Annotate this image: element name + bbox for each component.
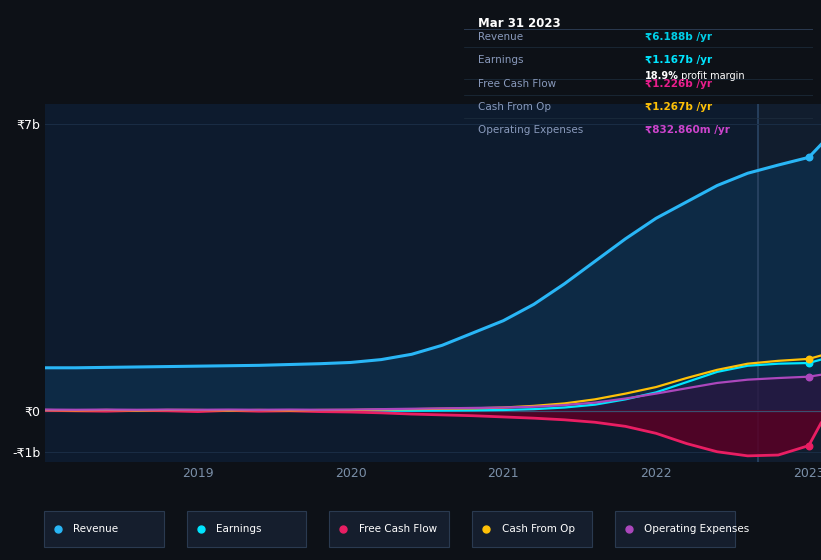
Text: ₹1.167b /yr: ₹1.167b /yr bbox=[645, 55, 713, 65]
FancyBboxPatch shape bbox=[186, 511, 306, 547]
Text: 18.9%: 18.9% bbox=[645, 71, 679, 81]
Point bbox=[802, 354, 815, 363]
Text: Cash From Op: Cash From Op bbox=[502, 524, 575, 534]
Text: Earnings: Earnings bbox=[478, 55, 523, 65]
FancyBboxPatch shape bbox=[329, 511, 449, 547]
Text: Free Cash Flow: Free Cash Flow bbox=[478, 80, 556, 89]
Text: Operating Expenses: Operating Expenses bbox=[478, 125, 583, 136]
Point bbox=[802, 441, 815, 450]
Text: profit margin: profit margin bbox=[678, 71, 745, 81]
Point bbox=[802, 358, 815, 367]
FancyBboxPatch shape bbox=[472, 511, 592, 547]
FancyBboxPatch shape bbox=[615, 511, 735, 547]
Point bbox=[802, 153, 815, 162]
Text: ₹1.267b /yr: ₹1.267b /yr bbox=[645, 102, 713, 112]
Text: Revenue: Revenue bbox=[478, 32, 523, 42]
Text: Earnings: Earnings bbox=[216, 524, 262, 534]
Point bbox=[802, 372, 815, 381]
Text: Cash From Op: Cash From Op bbox=[478, 102, 551, 112]
Text: Revenue: Revenue bbox=[73, 524, 118, 534]
Text: ₹6.188b /yr: ₹6.188b /yr bbox=[645, 32, 713, 42]
Text: Free Cash Flow: Free Cash Flow bbox=[359, 524, 437, 534]
Text: ₹832.860m /yr: ₹832.860m /yr bbox=[645, 125, 730, 136]
Bar bbox=[759, 104, 821, 462]
Text: Mar 31 2023: Mar 31 2023 bbox=[478, 17, 561, 30]
Text: Operating Expenses: Operating Expenses bbox=[644, 524, 750, 534]
Text: ₹1.226b /yr: ₹1.226b /yr bbox=[645, 80, 713, 89]
FancyBboxPatch shape bbox=[44, 511, 163, 547]
